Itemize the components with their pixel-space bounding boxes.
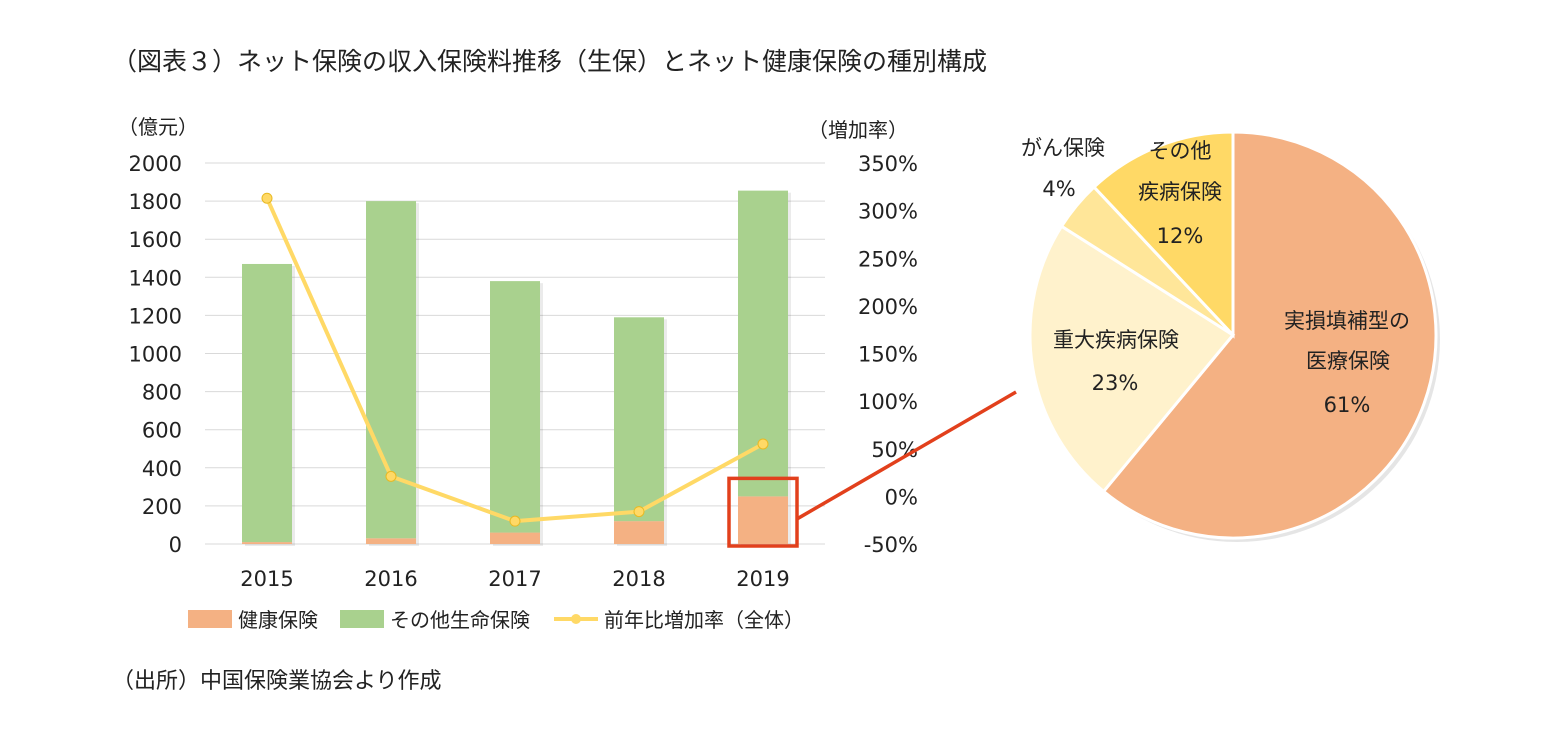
bar-other-life-2016 bbox=[366, 201, 416, 539]
legend-swatch-growth-marker bbox=[571, 614, 581, 624]
y-tick-label: 600 bbox=[142, 419, 182, 443]
page-title: （図表３）ネット保険の収入保険料推移（生保）とネット健康保険の種別構成 bbox=[112, 47, 988, 76]
y-tick-label: 1600 bbox=[129, 228, 182, 252]
legend-swatch-health bbox=[188, 610, 232, 628]
y2-tick-label: 200% bbox=[858, 295, 918, 319]
y2-tick-label: -50% bbox=[864, 533, 918, 557]
bar-other-life-2015 bbox=[242, 263, 292, 543]
y-tick-label: 0 bbox=[169, 533, 182, 557]
x-tick-label: 2017 bbox=[488, 567, 541, 591]
y2-tick-label: 50% bbox=[871, 438, 918, 462]
pie-label-medical: 医療保険 bbox=[1306, 349, 1390, 373]
y-tick-label: 2000 bbox=[129, 152, 182, 176]
growth-rate-point-2016 bbox=[385, 470, 397, 482]
pie-slice-4 bbox=[1091, 130, 1235, 339]
y-tick-label: 1800 bbox=[129, 190, 182, 214]
y-tick-label: 1200 bbox=[129, 304, 182, 328]
pie-value-critical: 23% bbox=[1092, 371, 1139, 395]
bar-other-life-2017 bbox=[490, 281, 540, 533]
bar-other-life-2018 bbox=[614, 317, 664, 522]
y-tick-label: 800 bbox=[142, 381, 182, 405]
y-tick-label: 1000 bbox=[129, 343, 182, 367]
pie-label-medical: 実損填補型の bbox=[1284, 309, 1410, 333]
pie-label-critical: 重大疾病保険 bbox=[1053, 328, 1179, 352]
x-tick-label: 2015 bbox=[240, 567, 293, 591]
bar-other-life-2019 bbox=[738, 190, 788, 497]
pie-label-cancer: がん保険 bbox=[1021, 136, 1105, 160]
y-tick-label: 200 bbox=[142, 495, 182, 519]
y2-axis-label: （増加率） bbox=[808, 118, 908, 142]
bar-health-2016 bbox=[366, 538, 416, 544]
y-tick-label: 400 bbox=[142, 457, 182, 481]
pie-slice-2 bbox=[1028, 224, 1236, 494]
pie-label-other-disease: 疾病保険 bbox=[1138, 180, 1222, 204]
pie-value-cancer: 4% bbox=[1042, 177, 1075, 201]
pie-value-medical: 61% bbox=[1324, 393, 1371, 417]
source-note: （出所）中国保険業協会より作成 bbox=[112, 669, 442, 694]
x-tick-label: 2019 bbox=[736, 567, 789, 591]
bar-health-2017 bbox=[490, 532, 540, 544]
bar-health-2019 bbox=[738, 496, 788, 544]
y2-tick-label: 150% bbox=[858, 343, 918, 367]
x-tick-label: 2016 bbox=[364, 567, 417, 591]
highlight-box bbox=[727, 476, 799, 548]
growth-rate-point-2017 bbox=[509, 515, 521, 527]
legend-label: 前年比増加率（全体） bbox=[604, 608, 804, 632]
y2-tick-label: 0% bbox=[885, 485, 918, 509]
pie-slice-1 bbox=[1101, 130, 1438, 540]
y-axis-label: （億元） bbox=[118, 115, 198, 139]
growth-rate-point-2015 bbox=[261, 192, 273, 204]
y2-tick-label: 350% bbox=[858, 152, 918, 176]
legend-label: 健康保険 bbox=[238, 608, 318, 632]
connector-line bbox=[796, 390, 1017, 521]
bar-health-2015 bbox=[242, 542, 292, 544]
y-tick-label: 1400 bbox=[129, 266, 182, 290]
x-tick-label: 2018 bbox=[612, 567, 665, 591]
y2-tick-label: 250% bbox=[858, 247, 918, 271]
pie-value-other-disease: 12% bbox=[1157, 224, 1204, 248]
legend-label: その他生命保険 bbox=[390, 608, 530, 632]
y2-tick-label: 300% bbox=[858, 200, 918, 224]
growth-rate-point-2018 bbox=[633, 506, 645, 518]
bar-health-2018 bbox=[614, 521, 664, 544]
y2-tick-label: 100% bbox=[858, 390, 918, 414]
pie-label-other-disease: その他 bbox=[1149, 139, 1212, 163]
growth-rate-point-2019 bbox=[757, 438, 769, 450]
legend-swatch-other-life bbox=[340, 610, 384, 628]
